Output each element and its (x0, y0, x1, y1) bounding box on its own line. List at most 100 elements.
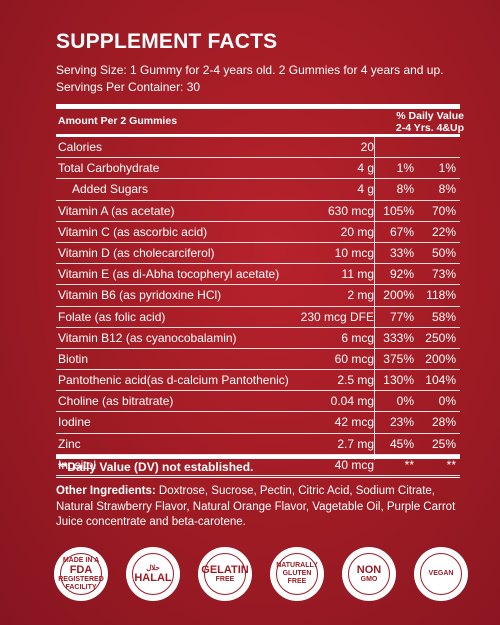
halal-icon: حلال HALAL (126, 547, 180, 601)
dv-2-4-years: 23% (389, 415, 414, 430)
table-row: Vitamin E (as di-Abha tocopheryl acetate… (56, 264, 460, 286)
ingredients-text: Doxtrose, Sucrose, Pectin, Citric Acid, … (56, 485, 456, 528)
dv-4-and-up: 118% (426, 288, 456, 303)
nutrient-name: Vitamin B12 (as cyanocobalamin) (58, 330, 237, 345)
dv-4-and-up: 22% (431, 224, 456, 239)
badge-text: NON (356, 563, 382, 576)
nutrient-name: Biotin (58, 351, 89, 366)
badge-text: GMO (360, 575, 378, 583)
table-row: Calories 20 (56, 137, 460, 159)
nutrient-name: Vitamin C (as ascorbic acid) (58, 224, 208, 239)
nutrient-name: Vitamin D (as cholecarciferol) (58, 245, 215, 260)
nutrient-amount: 10 mcg (334, 245, 374, 260)
dv-4-and-up: 0% (438, 394, 456, 409)
gluten-free-icon: NATURALLY GLUTEN FREE (270, 547, 324, 601)
nutrient-name: Added Sugars (72, 182, 149, 197)
badge-text: GELATIN (201, 563, 249, 576)
dv-header-line1: % Daily Value (396, 110, 464, 122)
nutrient-amount: 60 mcg (334, 351, 374, 366)
dv-2-4-years: 200% (383, 288, 414, 303)
badge-text: GLUTEN FREE (282, 570, 312, 585)
nutrient-amount: 2.5 mg (337, 373, 374, 388)
non-gmo-icon: NON GMO (342, 547, 396, 601)
table-row: Vitamin A (as acetate) 630 mcg 105% 70% (56, 201, 460, 222)
ingredients-label: Other Ingredients: (56, 485, 156, 497)
dv-2-4-years: 67% (389, 224, 414, 239)
daily-value-header: % Daily Value 2-4 Yrs. 4&Up (372, 110, 464, 134)
table-row: Iodine 42 mcg 23% 28% (56, 412, 460, 434)
column-divider (374, 137, 375, 460)
dv-4-and-up: 200% (425, 351, 456, 366)
nutrient-name: Vitamin A (as acetate) (58, 203, 175, 218)
dv-4-and-up: 50% (431, 245, 456, 260)
dv-4-and-up: 73% (431, 267, 456, 282)
badge-text: NATURALLY (276, 562, 318, 569)
dv-2-4-years: 333% (383, 330, 414, 345)
serving-size: Serving Size: 1 Gummy for 2-4 years old.… (56, 63, 444, 77)
dv-2-4-years: 1% (396, 161, 414, 176)
nutrient-name: Inositol (58, 457, 97, 472)
table-row: Vitamin B6 (as pyridoxine HCl) 2 mg 200% 11… (56, 285, 460, 307)
badge-text: MADE IN A (62, 556, 100, 564)
nutrient-amount: 11 mg (341, 267, 374, 282)
nutrient-amount: 2 mg (347, 288, 374, 303)
nutrient-name: Zinc (58, 436, 81, 451)
dv-4-and-up: 28% (431, 415, 456, 430)
nutrient-amount: 4 g (357, 182, 374, 197)
nutrient-amount: 2.7 mg (337, 436, 374, 451)
nutrient-amount: 4 g (357, 161, 374, 176)
dv-4-and-up: 25% (431, 436, 456, 451)
dv-2-4-years: 92% (389, 267, 414, 282)
dv-4-and-up: 250% (425, 330, 456, 345)
badge-text: VEGAN (428, 570, 454, 577)
nutrient-name: Total Carbohydrate (58, 161, 160, 176)
dv-2-4-years: 375% (383, 351, 414, 366)
dv-4-and-up: ** (446, 457, 456, 472)
dv-2-4-years: 33% (389, 245, 414, 260)
nutrient-amount: 0.04 mg (330, 394, 374, 409)
table-row: Vitamin C (as ascorbic acid) 20 mg 67% 22% (56, 222, 460, 243)
dv-4-and-up: 8% (438, 182, 456, 197)
table-row: Pantothenic acid(as d-calcium Pantotheni… (56, 370, 460, 392)
nutrient-amount: 42 mcg (334, 415, 374, 430)
table-row: Added Sugars 4 g 8% 8% (56, 179, 460, 201)
dv-2-4-years: 77% (389, 309, 414, 324)
serving-info: Serving Size: 1 Gummy for 2-4 years old.… (56, 62, 476, 95)
daily-value-footnote: **Daily Value (DV) not established. (58, 460, 254, 474)
badge-text: REGISTERED FACILITY (58, 575, 104, 591)
badge-text: FDA (69, 563, 93, 576)
nutrient-amount: 40 mcg (334, 457, 374, 472)
gelatin-free-icon: GELATIN FREE (198, 547, 252, 601)
dv-4-and-up: 104% (425, 373, 456, 388)
dv-2-4-years: 130% (383, 373, 414, 388)
dv-4-and-up: 58% (431, 309, 456, 324)
nutrient-amount: 6 mcg (341, 330, 374, 345)
fda-icon: MADE IN A FDA REGISTERED FACILITY (54, 547, 108, 601)
badge-text: حلال (146, 564, 160, 572)
dv-header-line2: 2-4 Yrs. 4&Up (395, 122, 464, 134)
page-title: SUPPLEMENT FACTS (56, 30, 278, 53)
dv-2-4-years: 0% (396, 394, 414, 409)
nutrient-name: Calories (58, 140, 103, 154)
table-row: Vitamin D (as cholecarciferol) 10 mcg 33% 5… (56, 243, 460, 265)
nutrition-table: Calories 20 Total Carbohydrate 4 g 1% 1% Added… (56, 137, 460, 476)
dv-2-4-years: ** (404, 457, 414, 472)
badge-text: FREE (215, 575, 235, 583)
top-thick-rule (56, 104, 460, 109)
nutrient-name: Iodine (58, 415, 91, 430)
table-row: Choline (as bitratrate) 0.04 mg 0% 0% (56, 391, 460, 413)
amount-header: Amount Per 2 Gummies (58, 115, 178, 127)
bottom-thick-rule (56, 455, 460, 459)
table-row: Zinc 2.7 mg 45% 25% (56, 434, 460, 455)
nutrient-name: Vitamin E (as di-Abha tocopheryl acetate… (58, 267, 280, 282)
nutrient-name: Pantothenic acid(as d-calcium Pantotheni… (58, 373, 289, 388)
vegan-icon: VEGAN (414, 547, 468, 601)
table-row: Total Carbohydrate 4 g 1% 1% (56, 158, 460, 180)
footnote-rule (56, 477, 460, 478)
dv-2-4-years: 8% (396, 182, 414, 197)
nutrient-amount: 20 (360, 140, 374, 154)
dv-4-and-up: 70% (431, 203, 456, 218)
dv-2-4-years: 45% (389, 436, 414, 451)
other-ingredients: Other Ingredients: Doxtrose, Sucrose, Pe… (56, 484, 466, 531)
table-row: Folate (as folic acid) 230 mcg DFE 77% 58% (56, 307, 460, 328)
